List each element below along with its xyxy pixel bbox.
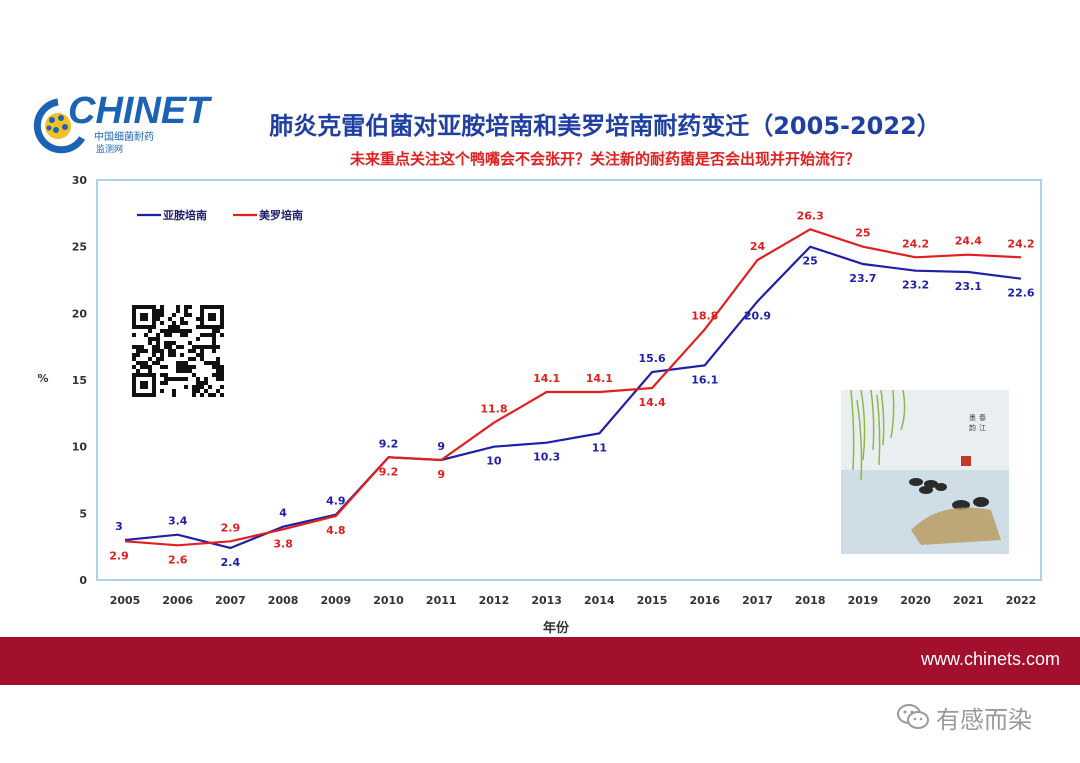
y-tick-label: 0: [79, 574, 87, 587]
x-tick-label: 2005: [110, 594, 141, 607]
footer-bar: www.chinets.com: [0, 637, 1080, 685]
x-tick-label: 2007: [215, 594, 246, 607]
data-label-blue: 9.2: [379, 437, 399, 450]
page-title: 肺炎克雷伯菌对亚胺培南和美罗培南耐药变迁（2005-2022）: [269, 112, 941, 140]
data-label-blue: 23.2: [902, 279, 929, 292]
data-label-red: 25: [855, 227, 870, 240]
data-label-red: 18.8: [691, 309, 718, 322]
data-label-blue: 20.9: [744, 309, 771, 322]
chinet-logo: CHINET 中国细菌耐药 监测网: [30, 90, 209, 160]
x-tick-label: 2009: [321, 594, 352, 607]
data-label-blue: 22.6: [1007, 287, 1034, 300]
data-label-blue: 11: [592, 441, 607, 454]
data-label-blue: 3: [115, 520, 123, 533]
data-label-red: 24.4: [955, 235, 982, 248]
svg-text:江: 江: [979, 424, 986, 432]
data-label-blue: 2.4: [221, 556, 241, 569]
x-tick-label: 2017: [742, 594, 773, 607]
data-label-blue: 4: [279, 507, 287, 520]
data-label-red: 14.4: [638, 396, 665, 409]
data-label-red: 14.1: [586, 372, 613, 385]
x-tick-label: 2021: [953, 594, 984, 607]
x-tick-label: 2019: [848, 594, 879, 607]
y-axis-label: %: [37, 372, 48, 385]
data-label-red: 9.2: [379, 465, 399, 478]
data-label-blue: 3.4: [168, 515, 188, 528]
wechat-watermark: 有感而染: [896, 700, 1032, 734]
data-label-blue: 9: [437, 440, 445, 453]
data-label-red: 2.9: [221, 521, 241, 534]
data-label-blue: 10: [486, 455, 502, 468]
x-tick-label: 2020: [900, 594, 931, 607]
qr-code-image: [132, 305, 224, 397]
y-tick-label: 15: [72, 374, 87, 387]
wechat-account-name: 有感而染: [936, 705, 1032, 734]
data-label-blue: 25: [803, 255, 818, 268]
svg-text:韵: 韵: [969, 423, 976, 432]
y-tick-label: 20: [72, 307, 88, 320]
svg-text:墨: 墨: [969, 414, 976, 422]
data-label-blue: 15.6: [638, 352, 665, 365]
y-tick-label: 25: [72, 241, 87, 254]
y-tick-label: 5: [79, 507, 87, 520]
legend-label-meropenem: 美罗培南: [259, 208, 303, 222]
chinet-globe-icon: [33, 98, 86, 154]
series-line-meropenem: [124, 228, 1022, 547]
wechat-icon: [897, 704, 929, 729]
data-label-red: 9: [437, 468, 445, 481]
logo-wordmark: CHINET: [68, 90, 210, 132]
data-label-red: 24.2: [1007, 237, 1034, 250]
data-label-red: 24: [750, 240, 766, 253]
logo-subtitle-1: 中国细菌耐药: [94, 132, 154, 143]
x-tick-label: 2022: [1006, 594, 1037, 607]
x-axis-label: 年份: [543, 620, 570, 636]
x-tick-label: 2016: [689, 594, 720, 607]
data-label-red: 11.8: [480, 403, 507, 416]
y-tick-label: 30: [72, 174, 88, 187]
data-label-blue: 16.1: [691, 373, 718, 386]
data-label-blue: 23.1: [955, 280, 982, 293]
line-chart: 0 5 10 15 20 25 30% 2005 2006 2007 2008 2009 2010 201…: [37, 174, 1037, 636]
data-label-red: 24.2: [902, 237, 929, 250]
data-label-red: 14.1: [533, 372, 560, 385]
x-tick-label: 2010: [373, 594, 404, 607]
data-label-blue: 10.3: [533, 451, 560, 464]
page-subtitle: 未来重点关注这个鸭嘴会不会张开？关注新的耐药菌是否会出现并开始流行？: [349, 150, 860, 168]
data-label-blue: 4.9: [326, 495, 346, 508]
x-tick-label: 2008: [268, 594, 299, 607]
x-tick-label: 2015: [637, 594, 668, 607]
chart-frame: [96, 179, 1042, 581]
ink-painting-ducks-image: 墨韵 春江: [841, 390, 1009, 554]
x-tick-label: 2011: [426, 594, 457, 607]
x-tick-label: 2014: [584, 594, 615, 607]
data-label-blue: 23.7: [849, 272, 876, 285]
footer-website-link[interactable]: www.chinets.com: [920, 649, 1060, 669]
x-tick-label: 2013: [531, 594, 562, 607]
logo-subtitle-2: 监测网: [96, 145, 124, 155]
data-label-red: 2.9: [109, 549, 129, 562]
data-label-red: 2.6: [168, 553, 188, 566]
data-label-red: 26.3: [797, 209, 824, 222]
data-label-red: 3.8: [273, 537, 293, 550]
x-tick-label: 2012: [479, 594, 510, 607]
data-label-red: 4.8: [326, 524, 346, 537]
y-tick-label: 10: [72, 441, 88, 454]
svg-text:春: 春: [979, 413, 986, 422]
legend-label-imipenem: 亚胺培南: [163, 208, 207, 222]
x-tick-label: 2018: [795, 594, 826, 607]
x-tick-label: 2006: [162, 594, 193, 607]
